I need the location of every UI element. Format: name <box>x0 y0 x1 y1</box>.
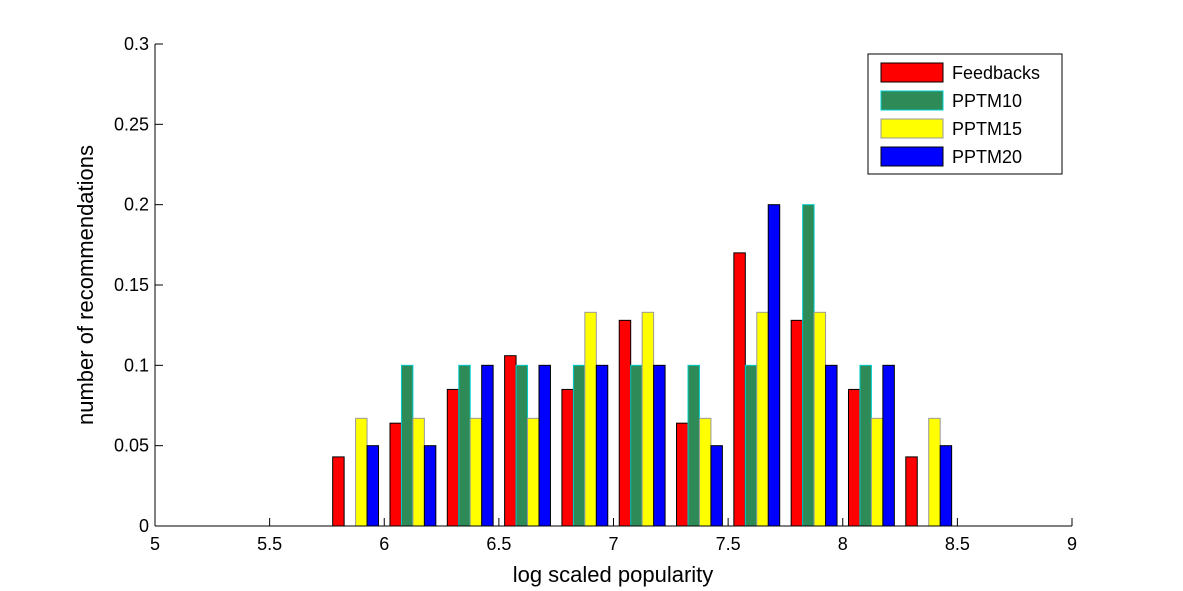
bar-pptm10-7 <box>572 364 586 527</box>
legend-swatch-pptm10 <box>880 90 944 111</box>
bar-pptm15-12 <box>870 417 884 527</box>
bar-pptm15-8 <box>641 311 655 527</box>
bar-pptm20-9 <box>710 445 723 527</box>
bar-feedbacks-4 <box>389 422 402 527</box>
bar-pptm20-10 <box>767 204 781 527</box>
bar-feedbacks-11 <box>790 319 804 527</box>
bar-feedbacks-10 <box>733 252 746 527</box>
legend-label-pptm15: PPTM15 <box>952 119 1022 139</box>
bar-pptm20-8 <box>653 364 666 527</box>
bar-pptm15-11 <box>813 311 827 527</box>
legend-swatch-feedbacks <box>880 62 944 83</box>
bar-feedbacks-12 <box>847 388 861 527</box>
y-ticks: 0 0.05 0.1 0.15 0.2 0.25 0.3 <box>114 34 163 536</box>
bar-pptm20-6 <box>538 364 551 527</box>
bar-pptm10-10 <box>744 364 758 527</box>
bar-pptm10-12 <box>859 364 872 527</box>
y-axis-title: number of recommendations <box>73 145 98 425</box>
x-tick-label: 6 <box>379 534 389 554</box>
bar-feedbacks-8 <box>618 319 632 527</box>
bar-pptm15-5 <box>469 417 483 527</box>
bar-pptm10-11 <box>802 204 815 527</box>
bar-pptm10-9 <box>687 364 700 527</box>
bar-pptm15-9 <box>698 417 712 527</box>
bar-pptm20-13 <box>939 445 953 527</box>
bar-pptm15-13 <box>928 417 941 527</box>
x-tick-label: 8.5 <box>945 534 970 554</box>
legend-swatch-pptm20 <box>880 146 944 167</box>
x-ticks: 5 5.5 6 6.5 7 7.5 8 8.5 9 <box>150 518 1077 554</box>
x-axis-title: log scaled popularity <box>513 562 714 587</box>
bar-feedbacks-3 <box>332 456 345 527</box>
bar-pptm15-6 <box>527 417 540 527</box>
legend-label-pptm10: PPTM10 <box>952 91 1022 111</box>
x-tick-label: 5 <box>150 534 160 554</box>
y-tick-label: 0.25 <box>114 114 149 134</box>
bar-pptm20-11 <box>825 364 838 527</box>
x-tick-label: 5.5 <box>257 534 282 554</box>
bar-feedbacks-7 <box>561 388 574 527</box>
bar-pptm20-5 <box>481 364 494 527</box>
bar-pptm10-8 <box>630 364 643 527</box>
y-tick-label: 0.2 <box>124 195 149 215</box>
bars-layer <box>332 204 953 527</box>
x-tick-label: 7 <box>608 534 618 554</box>
bar-feedbacks-5 <box>446 388 460 527</box>
bar-feedbacks-13 <box>905 456 918 527</box>
bar-feedbacks-9 <box>676 422 689 527</box>
bar-pptm10-5 <box>458 364 471 527</box>
y-tick-label: 0.05 <box>114 436 149 456</box>
x-tick-label: 9 <box>1067 534 1077 554</box>
y-tick-label: 0 <box>139 516 149 536</box>
y-tick-label: 0.3 <box>124 34 149 54</box>
bar-pptm15-10 <box>756 311 769 527</box>
bar-pptm15-4 <box>412 417 425 527</box>
x-tick-label: 8 <box>838 534 848 554</box>
bar-feedbacks-6 <box>504 355 517 527</box>
legend: Feedbacks PPTM10 PPTM15 PPTM20 <box>867 53 1063 175</box>
y-tick-label: 0.1 <box>124 355 149 375</box>
legend-label-feedbacks: Feedbacks <box>952 63 1040 83</box>
x-tick-label: 6.5 <box>486 534 511 554</box>
bar-pptm20-3 <box>366 445 380 527</box>
bar-pptm20-12 <box>882 364 895 527</box>
bar-pptm20-7 <box>595 364 609 527</box>
bar-pptm15-3 <box>355 417 368 527</box>
legend-label-pptm20: PPTM20 <box>952 147 1022 167</box>
bar-pptm10-4 <box>400 364 414 527</box>
bar-pptm10-6 <box>515 364 529 527</box>
legend-swatch-pptm15 <box>880 118 944 139</box>
bar-pptm15-7 <box>584 311 597 527</box>
bar-pptm20-4 <box>423 445 437 527</box>
y-tick-label: 0.15 <box>114 275 149 295</box>
x-tick-label: 7.5 <box>716 534 741 554</box>
